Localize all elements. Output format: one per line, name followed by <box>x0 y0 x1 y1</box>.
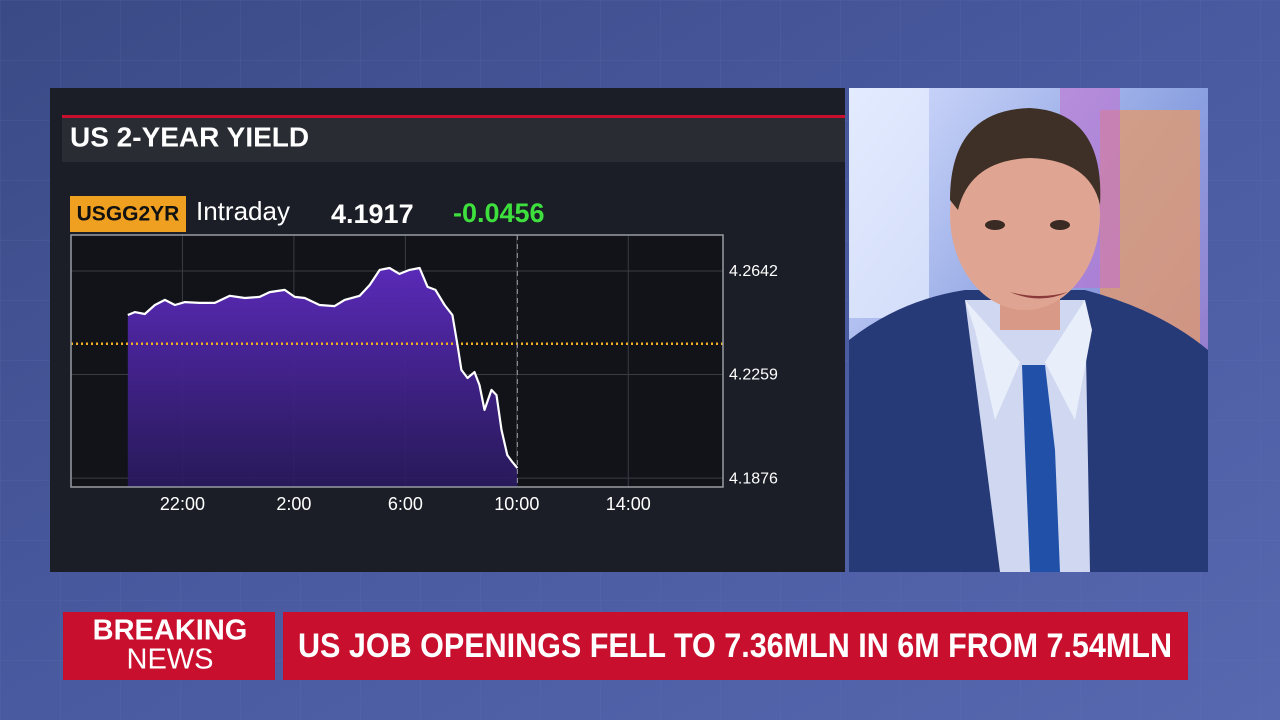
x-tick-label: 2:00 <box>276 494 311 514</box>
y-tick-label: 4.2642 <box>729 263 778 280</box>
line <box>127 266 519 469</box>
news-label: NEWS <box>127 644 214 676</box>
plot <box>71 235 723 487</box>
period: Intraday <box>196 196 290 226</box>
ticker: USGG2YR <box>77 203 180 226</box>
x-tick-label: 10:00 <box>494 494 539 514</box>
plot-frame <box>70 234 724 488</box>
y-tick-label: 4.2259 <box>729 367 778 384</box>
title-bar <box>62 115 845 162</box>
x-tick-label: 14:00 <box>606 494 651 514</box>
last-value: 4.1917 <box>331 199 414 229</box>
x-tick-label: 22:00 <box>160 494 205 514</box>
headline: US JOB OPENINGS FELL TO 7.36MLN IN 6M FR… <box>298 627 1172 665</box>
x-tick-label: 6:00 <box>388 494 423 514</box>
chart-title: US 2-YEAR YIELD <box>70 121 309 152</box>
area <box>127 268 518 487</box>
ticker-box <box>70 196 186 232</box>
video-feed <box>849 88 1208 572</box>
breaking-box <box>63 612 275 680</box>
title-accent <box>62 115 845 118</box>
y-tick-label: 4.1876 <box>729 470 778 487</box>
headline-box <box>283 612 1188 680</box>
breaking-label: BREAKING <box>93 615 248 647</box>
change: -0.0456 <box>453 198 545 228</box>
